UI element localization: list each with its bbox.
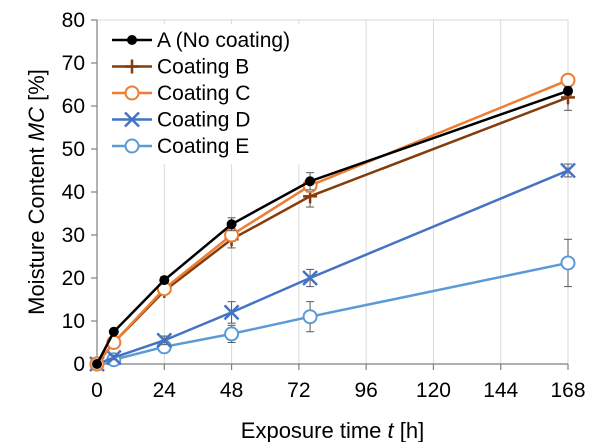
x-tick-label-72: 72 xyxy=(287,379,310,402)
y-axis-title: Moisture Content MC [%] xyxy=(24,69,49,315)
axes xyxy=(91,19,569,370)
x-tick-label-48: 48 xyxy=(220,379,243,402)
x-tick-label-96: 96 xyxy=(354,379,377,402)
series-line xyxy=(96,169,569,366)
data-point xyxy=(108,326,119,337)
data-point xyxy=(159,275,170,286)
data-point xyxy=(223,304,240,321)
legend: A (No coating) Coating B Coating C Coating … xyxy=(104,24,340,164)
data-point xyxy=(156,332,173,349)
legend-marker-b xyxy=(124,111,140,128)
y-tick-label-60: 60 xyxy=(62,95,85,118)
x-tick-label-24: 24 xyxy=(153,379,177,402)
y-tick-label-70: 70 xyxy=(62,52,85,75)
y-tick-label-30: 30 xyxy=(62,224,85,247)
legend-item-4: Coating D xyxy=(112,109,250,132)
data-point-b xyxy=(560,162,576,179)
legend-marker xyxy=(125,59,139,74)
legend-item-5: Coating E xyxy=(112,135,249,158)
data-point xyxy=(560,162,576,179)
legend-label: Coating D xyxy=(157,109,250,132)
x-tick-label-168: 168 xyxy=(550,379,585,402)
data-point xyxy=(92,359,102,369)
legend-marker xyxy=(127,35,137,45)
legend-marker xyxy=(124,138,140,154)
x-axis-title: Exposure time t [h] xyxy=(241,418,424,442)
y-tick-label-50: 50 xyxy=(62,138,85,161)
data-point xyxy=(302,270,318,286)
legend-label: Coating B xyxy=(157,56,249,79)
legend-item-1: A (No coating) xyxy=(112,29,290,52)
series-4 xyxy=(89,162,576,372)
y-tick-label-10: 10 xyxy=(62,310,85,333)
legend-marker xyxy=(124,85,140,101)
tick-labels: 0 10 20 30 40 50 60 70 80 0 24 48 72 96 120 144 168 xyxy=(62,9,586,402)
series-1 xyxy=(92,85,573,369)
y-tick-label-40: 40 xyxy=(62,181,85,204)
x-tick-label-0: 0 xyxy=(91,379,103,402)
data-point xyxy=(305,176,316,187)
series-line xyxy=(95,89,569,365)
y-tick-label-20: 20 xyxy=(62,267,85,290)
series-5 xyxy=(89,238,576,372)
legend-item-3: Coating C xyxy=(112,82,250,105)
legend-label: Coating E xyxy=(157,135,249,158)
data-point-b xyxy=(105,349,122,366)
legend-item-2: Coating B xyxy=(112,56,249,79)
data-point xyxy=(563,85,573,96)
y-tick-label-80: 80 xyxy=(62,9,85,32)
data-point xyxy=(560,255,576,271)
data-point xyxy=(105,349,122,366)
data-point xyxy=(224,326,240,342)
legend-marker xyxy=(124,111,140,128)
data-point-b xyxy=(223,304,240,321)
x-tick-label-120: 120 xyxy=(416,379,451,402)
data-point xyxy=(302,309,318,325)
legend-label: Coating C xyxy=(157,82,250,105)
data-point xyxy=(560,72,576,88)
data-point xyxy=(226,219,237,230)
data-point-b xyxy=(156,332,173,349)
x-tick-label-144: 144 xyxy=(483,379,518,402)
data-series xyxy=(89,72,576,372)
y-tick-label-0: 0 xyxy=(73,353,85,376)
legend-label: A (No coating) xyxy=(157,29,290,52)
data-point-b xyxy=(302,270,318,286)
